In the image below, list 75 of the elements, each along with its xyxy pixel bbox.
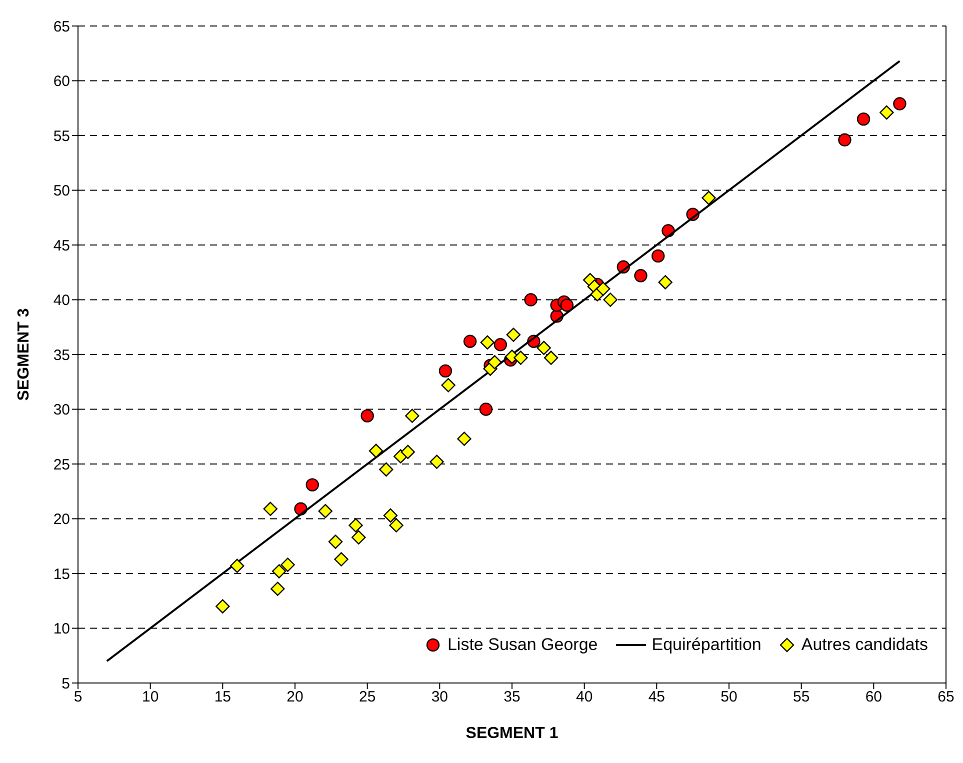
point — [596, 282, 610, 296]
x-axis-title: SEGMENT 1 — [466, 725, 558, 742]
x-tick-label: 5 — [74, 688, 82, 706]
legend-label: Equirépartition — [652, 635, 762, 655]
y-tick-label: 40 — [53, 292, 70, 310]
x-tick-label: 65 — [938, 688, 954, 706]
x-tick-label: 55 — [792, 688, 810, 706]
point — [514, 350, 528, 365]
point — [400, 444, 415, 460]
point — [488, 355, 502, 370]
point — [480, 335, 495, 350]
point — [263, 502, 278, 516]
y-tick-label: 60 — [53, 73, 70, 90]
point — [230, 558, 244, 573]
point — [536, 340, 551, 356]
point — [463, 334, 477, 348]
point — [893, 97, 906, 110]
point — [702, 190, 716, 206]
y-tick-label: 65 — [53, 18, 70, 36]
point — [880, 105, 894, 120]
y-tick-label: 20 — [53, 511, 70, 528]
y-tick-label: 10 — [53, 620, 70, 638]
point — [658, 275, 672, 290]
y-tick-label: 25 — [53, 456, 70, 474]
point — [280, 558, 295, 572]
point — [216, 599, 230, 614]
x-tick-label: 20 — [286, 688, 304, 706]
y-tick-label: 15 — [53, 566, 70, 583]
x-tick-label: 45 — [648, 688, 666, 706]
point — [856, 112, 870, 126]
point — [838, 133, 852, 146]
point — [334, 552, 348, 566]
point — [634, 269, 648, 282]
y-tick-label: 5 — [62, 675, 70, 692]
point — [318, 504, 332, 518]
point — [479, 402, 493, 416]
point — [438, 364, 452, 378]
point — [352, 530, 366, 544]
point — [560, 298, 574, 312]
point — [306, 478, 319, 492]
point — [506, 328, 521, 342]
point — [383, 508, 398, 523]
point — [360, 409, 374, 422]
y-tick-label: 35 — [53, 346, 70, 364]
x-tick-label: 30 — [431, 688, 448, 706]
point — [379, 462, 394, 477]
point — [603, 292, 618, 307]
y-tick-label: 55 — [53, 128, 70, 145]
x-tick-label: 35 — [504, 688, 520, 706]
x-tick-label: 10 — [142, 688, 159, 706]
point — [405, 408, 420, 423]
y-tick-label: 50 — [53, 182, 70, 200]
y-tick-label: 45 — [53, 237, 70, 254]
point — [328, 534, 343, 549]
x-tick-label: 15 — [214, 688, 232, 706]
point — [272, 564, 286, 578]
legend-label: Autres candidats — [801, 635, 928, 655]
point — [270, 582, 285, 596]
point — [652, 249, 665, 263]
point — [368, 444, 384, 458]
x-tick-label: 50 — [720, 688, 738, 706]
point — [441, 378, 456, 392]
legend-label: Liste Susan George — [447, 635, 598, 655]
point — [389, 518, 404, 532]
x-tick-label: 40 — [576, 688, 593, 706]
point — [524, 293, 538, 306]
point — [457, 432, 472, 446]
point — [430, 454, 444, 469]
point — [348, 518, 363, 532]
y-axis-title: SEGMENT 3 — [16, 308, 33, 401]
point — [544, 350, 558, 365]
y-tick-label: 30 — [53, 402, 70, 419]
x-tick-label: 25 — [358, 688, 376, 706]
x-tick-label: 60 — [865, 688, 882, 706]
point — [494, 338, 508, 352]
